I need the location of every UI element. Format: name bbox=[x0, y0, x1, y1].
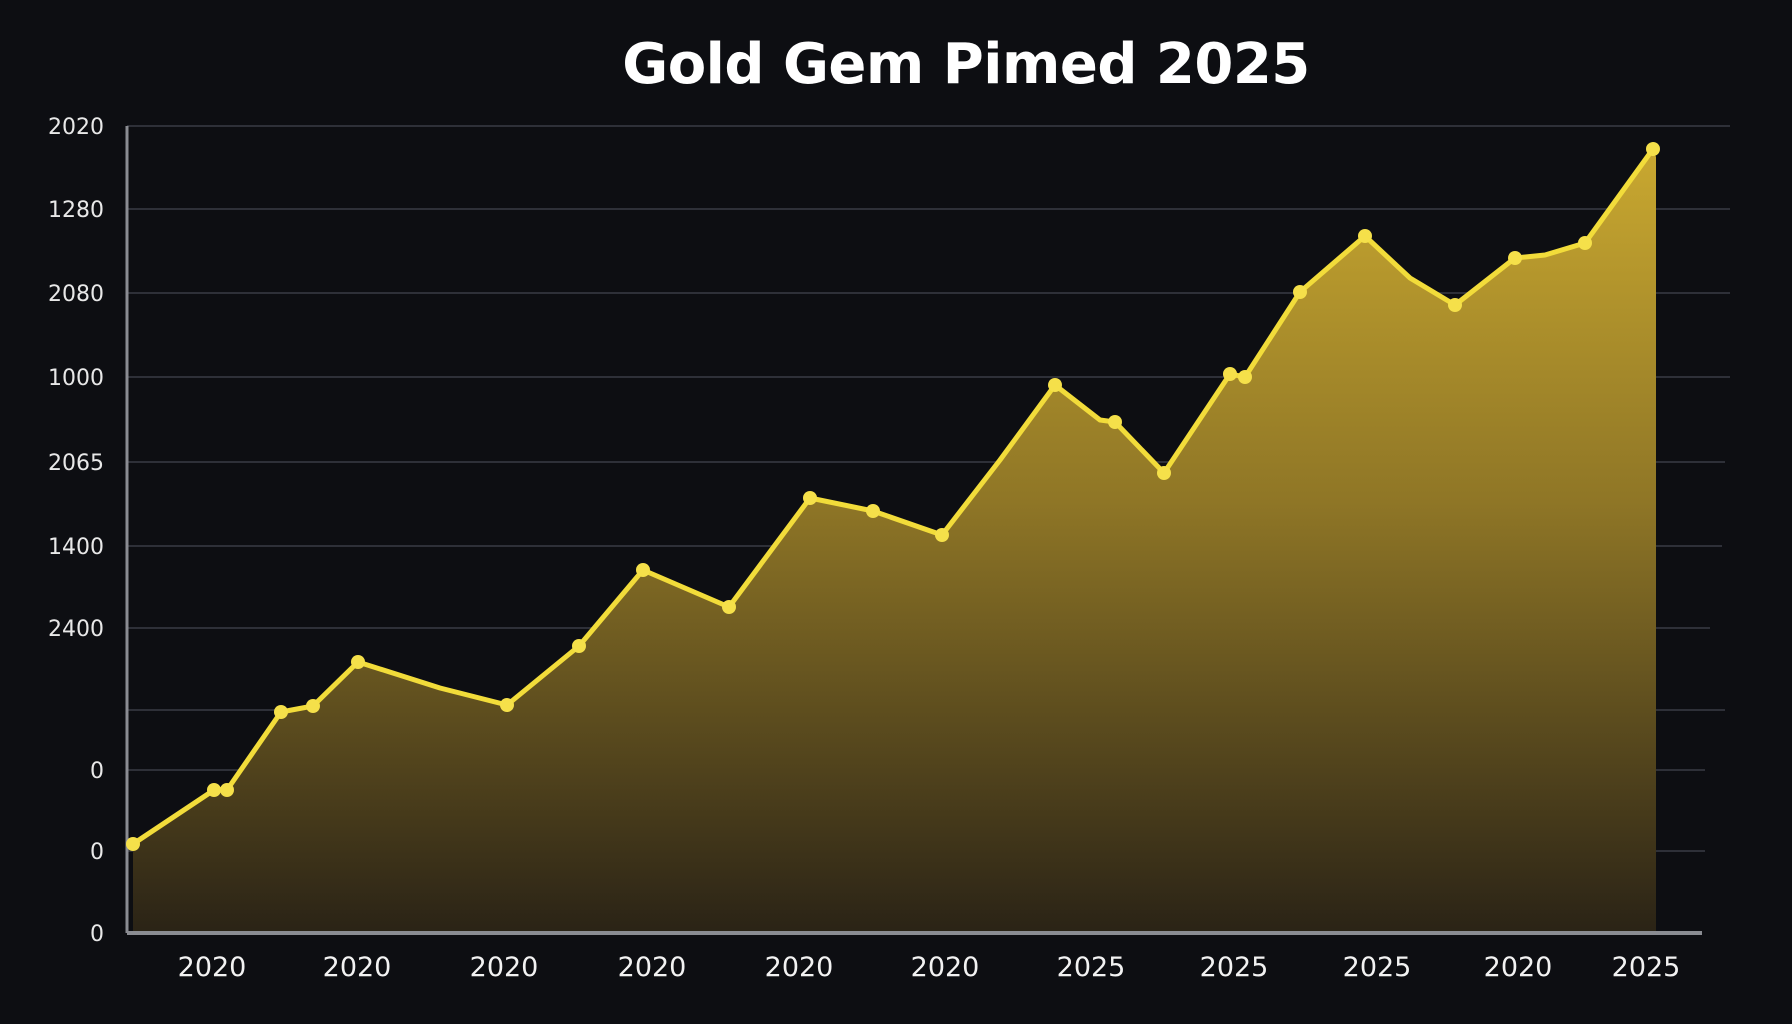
axes bbox=[125, 126, 1702, 935]
chart-title: Gold Gem Pimed 2025 bbox=[622, 32, 1310, 97]
data-point-marker bbox=[935, 528, 949, 542]
y-tick-label: 2065 bbox=[48, 451, 104, 476]
data-point-marker bbox=[1578, 236, 1592, 250]
data-point-marker bbox=[207, 783, 221, 797]
data-line bbox=[130, 146, 1656, 847]
data-point-marker bbox=[1448, 298, 1462, 312]
x-tick-label: 2025 bbox=[1343, 952, 1412, 983]
x-tick-label: 2020 bbox=[911, 952, 980, 983]
data-point-marker bbox=[1223, 367, 1237, 381]
data-point-marker bbox=[1048, 378, 1062, 392]
x-tick-label: 2025 bbox=[1612, 952, 1681, 983]
x-tick-label: 2020 bbox=[618, 952, 687, 983]
y-tick-label: 1400 bbox=[48, 535, 104, 560]
y-tick-label: 2400 bbox=[48, 617, 104, 642]
data-point-marker bbox=[1293, 285, 1307, 299]
y-tick-label: 2080 bbox=[48, 282, 104, 307]
data-point-marker bbox=[306, 699, 320, 713]
x-tick-label: 2025 bbox=[1057, 952, 1126, 983]
data-point-marker bbox=[1646, 142, 1660, 156]
y-axis-labels: 2020 1280 2080 1000 2065 1400 2400 0 0 0 bbox=[48, 115, 104, 947]
data-point-marker bbox=[722, 600, 736, 614]
y-tick-label: 0 bbox=[90, 922, 104, 947]
data-point-marker bbox=[866, 504, 880, 518]
x-tick-label: 2020 bbox=[178, 952, 247, 983]
data-point-marker bbox=[220, 783, 234, 797]
data-point-marker bbox=[1157, 466, 1171, 480]
x-tick-label: 2020 bbox=[765, 952, 834, 983]
y-tick-label: 0 bbox=[90, 840, 104, 865]
area-fill bbox=[133, 149, 1656, 933]
y-tick-label: 2020 bbox=[48, 115, 104, 140]
x-axis-labels: 2020 2020 2020 2020 2020 2020 2025 2025 2025 2020… bbox=[178, 952, 1681, 983]
data-point-marker bbox=[636, 563, 650, 577]
data-markers bbox=[126, 142, 1660, 851]
data-point-marker bbox=[1238, 370, 1252, 384]
x-tick-label: 2020 bbox=[1484, 952, 1553, 983]
data-point-marker bbox=[572, 639, 586, 653]
x-tick-label: 2020 bbox=[470, 952, 539, 983]
data-point-marker bbox=[803, 491, 817, 505]
y-tick-label: 1000 bbox=[48, 366, 104, 391]
x-tick-label: 2025 bbox=[1200, 952, 1269, 983]
data-point-marker bbox=[126, 837, 140, 851]
data-point-marker bbox=[1358, 229, 1372, 243]
y-tick-label: 0 bbox=[90, 759, 104, 784]
data-point-marker bbox=[500, 698, 514, 712]
data-point-marker bbox=[351, 655, 365, 669]
data-point-marker bbox=[1108, 415, 1122, 429]
data-point-marker bbox=[274, 705, 288, 719]
data-point-marker bbox=[1508, 251, 1522, 265]
x-tick-label: 2020 bbox=[323, 952, 392, 983]
y-tick-label: 1280 bbox=[48, 198, 104, 223]
